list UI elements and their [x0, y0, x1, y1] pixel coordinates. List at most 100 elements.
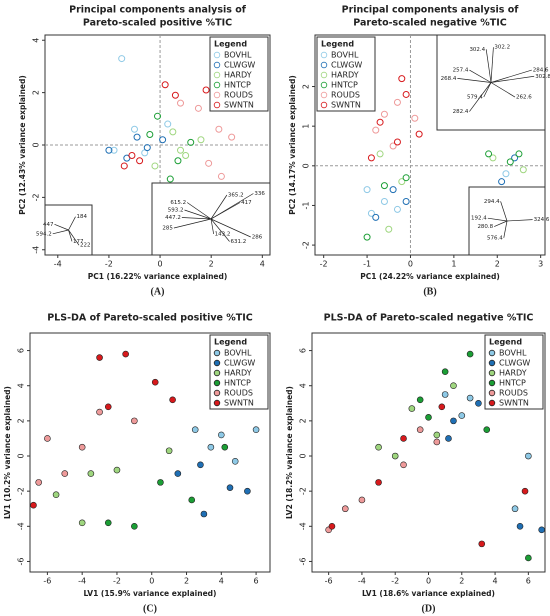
- data-point: [231, 457, 239, 465]
- x-tick-label: -4: [78, 577, 86, 586]
- x-tick-label: 1: [451, 260, 456, 269]
- y-tick-label: 4: [299, 383, 308, 388]
- x-tick-label: 6: [526, 577, 531, 586]
- x-tick-label: 4: [260, 260, 265, 269]
- data-point: [466, 350, 474, 358]
- loading-arrow: [184, 209, 212, 220]
- y-tick-label: 1: [302, 124, 311, 129]
- data-point: [367, 154, 375, 162]
- data-point: [44, 435, 51, 442]
- plot-frame: [29, 332, 271, 573]
- data-point: [398, 178, 406, 186]
- panel: PLS-DA of Pareto-scaled negative %TIC -6 -…: [285, 313, 546, 614]
- data-point: [385, 225, 393, 233]
- x-tick-label: 0: [408, 260, 413, 269]
- loading-label: 284.6: [533, 68, 549, 74]
- loading-label: 282.4: [453, 109, 469, 115]
- data-point: [171, 91, 179, 99]
- loading-label: 286: [252, 235, 263, 241]
- data-point: [187, 138, 195, 146]
- loading-arrow: [68, 216, 76, 231]
- loading-label: 615.2: [170, 200, 186, 206]
- data-point: [105, 146, 113, 154]
- data-point: [30, 501, 37, 509]
- legend-symbol: [213, 389, 221, 397]
- data-point: [207, 443, 215, 451]
- y-tick-label: 0: [299, 453, 308, 458]
- data-point: [372, 213, 380, 221]
- biplot-inset: 294.4 192.4 280.8 324.6 576.4: [468, 186, 550, 256]
- data-point: [441, 391, 449, 398]
- legend-label: CLWGW: [224, 61, 255, 70]
- data-point: [402, 197, 410, 205]
- legend-symbol: [213, 61, 221, 69]
- data-point: [515, 150, 523, 158]
- y-tick-label: -2: [302, 241, 311, 249]
- legend-symbol: [213, 81, 221, 89]
- data-point: [78, 519, 86, 527]
- panel: Principal components analysis of Pareto-s…: [288, 5, 550, 298]
- legend-title: Legend: [214, 40, 247, 49]
- data-point: [169, 396, 176, 404]
- x-tick-label: 2: [184, 577, 189, 586]
- loading-label: 631.2: [231, 239, 247, 245]
- legend-symbol: [488, 389, 496, 397]
- legend-title: Legend: [489, 338, 522, 347]
- data-point: [506, 158, 514, 166]
- data-point: [400, 435, 407, 442]
- legend-label: HARDY: [331, 71, 359, 80]
- legend-symbol: [213, 71, 221, 79]
- data-point: [458, 412, 466, 419]
- data-point: [146, 131, 154, 139]
- y-tick-label: 0: [17, 453, 26, 458]
- legend-label: SWNTN: [499, 399, 529, 408]
- data-point: [177, 99, 185, 107]
- x-tick-label: 2: [495, 260, 500, 269]
- data-point: [416, 426, 424, 433]
- legend-symbol: [320, 51, 328, 59]
- data-point: [402, 174, 410, 182]
- loading-label: 257.4: [453, 68, 469, 74]
- x-tick-label: 2: [209, 260, 214, 269]
- loading-arrow: [500, 201, 508, 222]
- data-point: [226, 484, 234, 491]
- legend-label: HNTCP: [499, 379, 526, 388]
- data-point: [358, 496, 366, 504]
- data-point: [425, 414, 432, 421]
- data-point: [104, 403, 112, 411]
- loading-arrow: [490, 69, 532, 83]
- legend-label: CLWGW: [499, 359, 530, 368]
- x-axis-label: LV1 (18.6% variance explained): [362, 589, 495, 598]
- loading-label: 324.6: [534, 217, 550, 223]
- data-point: [450, 417, 457, 425]
- panel-label: (A): [151, 286, 165, 297]
- data-point: [61, 470, 69, 477]
- data-point: [466, 394, 474, 402]
- y-axis-label: PC2 (12.43% variance explained): [18, 75, 27, 215]
- data-point: [133, 133, 141, 141]
- panel: Principal components analysis of Pareto-s…: [18, 5, 271, 297]
- loading-label: 336: [254, 191, 265, 197]
- data-point: [35, 479, 42, 486]
- data-point: [159, 136, 167, 144]
- data-point: [131, 417, 138, 425]
- loading-arrow: [181, 217, 212, 220]
- data-point: [78, 443, 86, 451]
- data-point: [328, 523, 336, 530]
- data-point: [363, 233, 371, 241]
- legend-symbol: [213, 349, 221, 357]
- data-point: [376, 118, 384, 126]
- panel-label: (C): [143, 603, 157, 614]
- legend-title: Legend: [214, 338, 247, 347]
- y-tick-label: -4: [17, 522, 26, 530]
- legend-label: CLWGW: [224, 359, 255, 368]
- legend-label: CLWGW: [331, 61, 362, 70]
- data-point: [177, 146, 185, 154]
- loading-arrow: [506, 219, 533, 222]
- chart-title: Principal components analysis of: [69, 5, 247, 16]
- x-tick-label: 4: [219, 577, 224, 586]
- loading-label: 143.2: [215, 232, 231, 238]
